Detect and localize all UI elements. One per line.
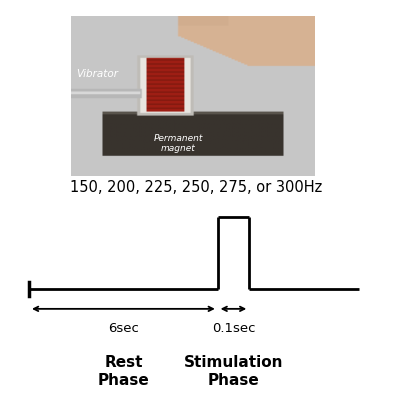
Text: Permanent
magnet: Permanent magnet bbox=[154, 134, 203, 153]
Text: Stimulation
Phase: Stimulation Phase bbox=[184, 355, 283, 388]
Text: 150, 200, 225, 250, 275, or 300Hz: 150, 200, 225, 250, 275, or 300Hz bbox=[70, 180, 323, 196]
Text: Vibrator: Vibrator bbox=[76, 69, 118, 79]
Text: Rest
Phase: Rest Phase bbox=[97, 355, 149, 388]
Text: 0.1sec: 0.1sec bbox=[212, 322, 255, 335]
Text: 6sec: 6sec bbox=[108, 322, 139, 335]
